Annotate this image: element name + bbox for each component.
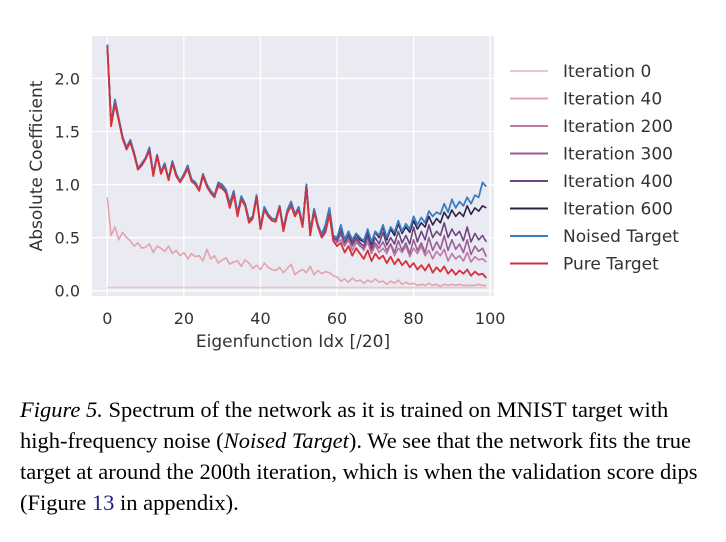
y-tick-label: 0.0 [55, 282, 80, 301]
y-tick-label: 1.5 [55, 123, 80, 142]
caption-text-2: ). We see that the network fits the true… [20, 428, 698, 515]
y-axis-label: Absolute Coefficient [27, 80, 47, 251]
spectrum-chart: 0 20 40 60 80 100 0.0 0.5 1.0 1.5 2.0 Eigenfuncti… [27, 36, 679, 352]
y-tick-label: 1.0 [55, 176, 80, 195]
series-lines [106, 44, 488, 289]
caption-emphasis: Noised Target [223, 428, 349, 453]
x-tick-label: 80 [403, 309, 423, 328]
legend-label-iteration-200: Iteration 200 [563, 117, 673, 137]
x-tick-label: 0 [102, 309, 112, 328]
series-line-pure-target [106, 46, 487, 279]
legend: Iteration 0 Iteration 40 Iteration 200 Iter… [510, 62, 679, 275]
legend-label-iteration-40: Iteration 40 [563, 90, 662, 110]
x-tick-label: 60 [327, 309, 347, 328]
x-axis-ticks: 0 20 40 60 80 100 [102, 309, 505, 328]
legend-label-iteration-300: Iteration 300 [563, 145, 673, 165]
caption-figure-label: Figure 5. [20, 397, 103, 422]
caption-figure-reference-link[interactable]: 13 [91, 490, 115, 515]
figure-chart: 0 20 40 60 80 100 0.0 0.5 1.0 1.5 2.0 Eigenfuncti… [27, 36, 679, 352]
legend-label-pure-target: Pure Target [563, 255, 659, 275]
series-line-iteration-40 [106, 197, 487, 288]
y-axis-ticks: 0.0 0.5 1.0 1.5 2.0 [55, 69, 80, 300]
legend-label-iteration-600: Iteration 600 [563, 200, 673, 220]
x-tick-label: 20 [174, 309, 194, 328]
caption-text-3: in appendix). [114, 490, 239, 515]
x-tick-label: 40 [250, 309, 270, 328]
legend-label-iteration-400: Iteration 400 [563, 172, 673, 192]
x-tick-label: 100 [475, 309, 506, 328]
x-axis-label: Eigenfunction Idx [/20] [196, 332, 390, 352]
legend-label-iteration-0: Iteration 0 [563, 62, 651, 82]
y-tick-label: 0.5 [55, 229, 80, 248]
grid-lines [92, 36, 494, 296]
caption-text-1: Spectrum of the network as it is trained… [20, 397, 669, 453]
y-tick-label: 2.0 [55, 69, 80, 88]
figure-caption: Figure 5. Spectrum of the network as it … [20, 394, 710, 518]
legend-label-noised-target: Noised Target [563, 227, 679, 247]
